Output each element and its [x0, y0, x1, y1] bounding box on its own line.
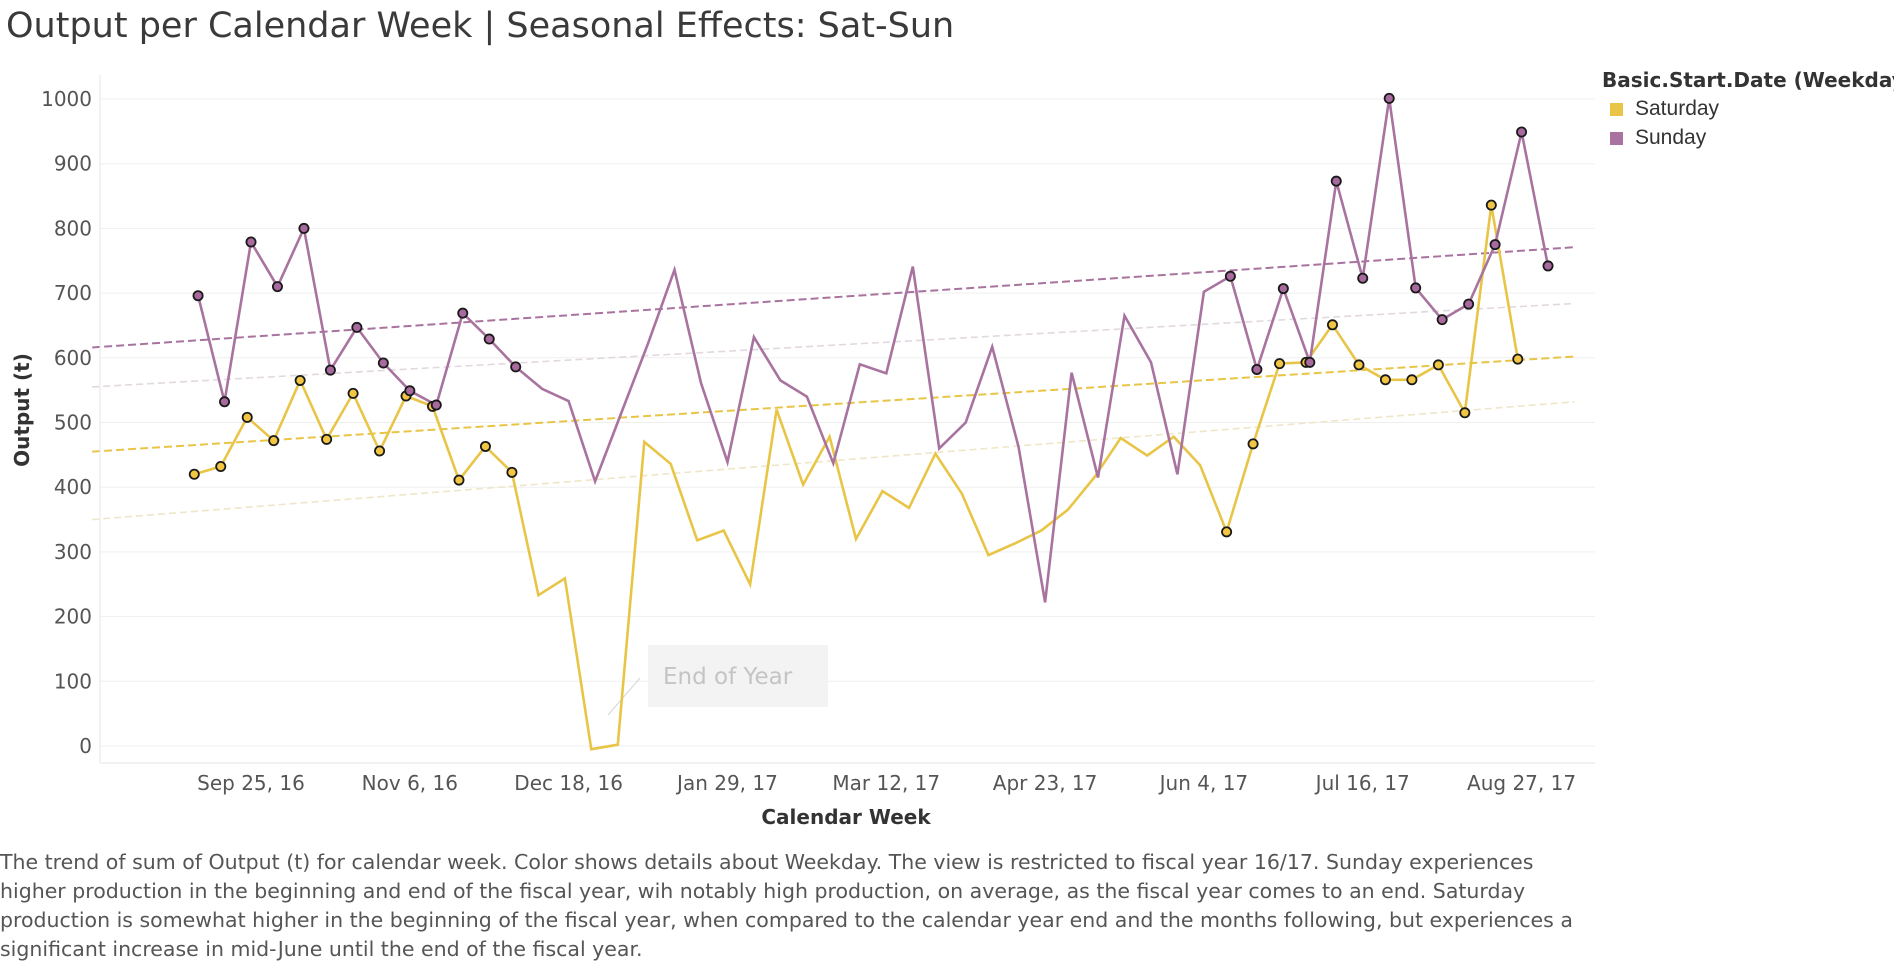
- legend-label-sunday: Sunday: [1635, 126, 1707, 149]
- x-tick-label: Sep 25, 16: [197, 771, 305, 795]
- data-point-sunday[interactable]: [298, 222, 310, 234]
- chart-caption: The trend of sum of Output (t) for calen…: [0, 850, 1573, 961]
- y-tick-label: 800: [54, 216, 92, 240]
- annotation-text: End of Year: [663, 664, 793, 690]
- data-point-saturday[interactable]: [294, 374, 306, 386]
- legend-item-sunday[interactable]: Sunday: [1602, 126, 1894, 150]
- x-tick-label: Nov 6, 16: [362, 771, 458, 795]
- y-tick-label: 700: [54, 281, 92, 305]
- y-tick-label: 1000: [41, 87, 92, 111]
- data-point-sunday[interactable]: [483, 333, 495, 345]
- data-point-saturday[interactable]: [1459, 407, 1471, 419]
- data-point-sunday[interactable]: [1383, 92, 1395, 104]
- x-tick-label: Aug 27, 17: [1467, 771, 1576, 795]
- data-point-sunday[interactable]: [351, 321, 363, 333]
- data-point-saturday[interactable]: [1353, 359, 1365, 371]
- data-point-sunday[interactable]: [324, 364, 336, 376]
- grid-layer: [100, 98, 1595, 747]
- data-point-saturday[interactable]: [453, 474, 465, 486]
- axis-layer: 0 100 200 300 400 500 600 700 800 900 1000 Sep 25, …: [41, 75, 1595, 795]
- data-point-sunday[interactable]: [1330, 175, 1342, 187]
- annotation-box: [648, 645, 828, 707]
- trend-line-saturday: [92, 355, 1575, 453]
- data-point-sunday[interactable]: [1304, 356, 1316, 368]
- data-point-sunday[interactable]: [1357, 272, 1369, 284]
- legend-title: Basic.Start.Date (Weekdays): [1602, 68, 1894, 92]
- data-point-sunday[interactable]: [1251, 363, 1263, 375]
- series-layer: [188, 92, 1554, 751]
- y-tick-label: 200: [54, 605, 92, 629]
- annotation-layer: End of Year: [607, 645, 828, 716]
- x-tick-label: Mar 12, 17: [832, 771, 940, 795]
- x-tick-label: Apr 23, 17: [993, 771, 1098, 795]
- y-tick-label: 900: [54, 152, 92, 176]
- data-point-sunday[interactable]: [1410, 282, 1422, 294]
- data-point-sunday[interactable]: [1516, 126, 1528, 138]
- data-point-saturday[interactable]: [1379, 374, 1391, 386]
- data-point-saturday[interactable]: [1247, 438, 1259, 450]
- data-point-saturday[interactable]: [506, 466, 518, 478]
- x-tick-label: Jul 16, 17: [1314, 771, 1410, 795]
- data-point-sunday[interactable]: [1463, 298, 1475, 310]
- legend: Basic.Start.Date (Weekdays) Saturday Sun…: [1602, 68, 1894, 150]
- data-point-saturday[interactable]: [1406, 374, 1418, 386]
- data-point-sunday[interactable]: [430, 399, 442, 411]
- trend-line-sunday: [92, 246, 1575, 349]
- data-point-saturday[interactable]: [347, 387, 359, 399]
- data-point-saturday[interactable]: [188, 468, 200, 480]
- data-point-sunday[interactable]: [271, 281, 283, 293]
- data-point-sunday[interactable]: [245, 236, 257, 248]
- data-point-sunday[interactable]: [1489, 239, 1501, 251]
- trend-band-sunday: [92, 302, 1575, 388]
- data-point-saturday[interactable]: [215, 460, 227, 472]
- data-point-saturday[interactable]: [268, 435, 280, 447]
- data-point-saturday[interactable]: [1512, 353, 1524, 365]
- data-point-saturday[interactable]: [1274, 358, 1286, 370]
- legend-swatch-saturday: [1610, 102, 1623, 116]
- data-point-saturday[interactable]: [241, 411, 253, 423]
- data-point-sunday[interactable]: [1542, 260, 1554, 272]
- x-tick-label: Jun 4, 17: [1158, 771, 1249, 795]
- data-point-sunday[interactable]: [1436, 314, 1448, 326]
- y-tick-label: 300: [54, 540, 92, 564]
- y-tick-label: 500: [54, 411, 92, 435]
- legend-item-saturday[interactable]: Saturday: [1602, 97, 1894, 121]
- data-point-saturday[interactable]: [1221, 526, 1233, 538]
- data-point-saturday[interactable]: [374, 445, 386, 457]
- data-point-saturday[interactable]: [1432, 359, 1444, 371]
- x-tick-label: Dec 18, 16: [514, 771, 623, 795]
- chart-plot: End of Year 0 100 200 300 400 500 600 700 800 900…: [10, 75, 1595, 829]
- y-tick-label: 100: [54, 669, 92, 693]
- data-point-saturday[interactable]: [1326, 319, 1338, 331]
- data-point-sunday[interactable]: [377, 357, 389, 369]
- y-tick-label: 0: [79, 734, 92, 758]
- x-axis-title: Calendar Week: [761, 805, 931, 829]
- x-tick-label: Jan 29, 17: [675, 771, 778, 795]
- data-point-sunday[interactable]: [1224, 270, 1236, 282]
- data-point-sunday[interactable]: [192, 290, 204, 302]
- legend-label-saturday: Saturday: [1635, 97, 1720, 120]
- data-point-saturday[interactable]: [321, 433, 333, 445]
- data-point-sunday[interactable]: [510, 361, 522, 373]
- data-point-sunday[interactable]: [219, 396, 231, 408]
- y-tick-label: 400: [54, 475, 92, 499]
- y-axis-title: Output (t): [10, 353, 34, 467]
- annotation-leader-line: [607, 677, 641, 716]
- data-point-sunday[interactable]: [404, 385, 416, 397]
- data-point-saturday[interactable]: [479, 440, 491, 452]
- y-tick-label: 600: [54, 346, 92, 370]
- data-point-saturday[interactable]: [1485, 199, 1497, 211]
- data-point-sunday[interactable]: [1277, 283, 1289, 295]
- data-point-sunday[interactable]: [457, 307, 469, 319]
- series-line-saturday: [193, 204, 1520, 751]
- chart-title: Output per Calendar Week | Seasonal Effe…: [6, 6, 955, 46]
- series-line-sunday: [196, 98, 1550, 603]
- legend-swatch-sunday: [1610, 131, 1623, 145]
